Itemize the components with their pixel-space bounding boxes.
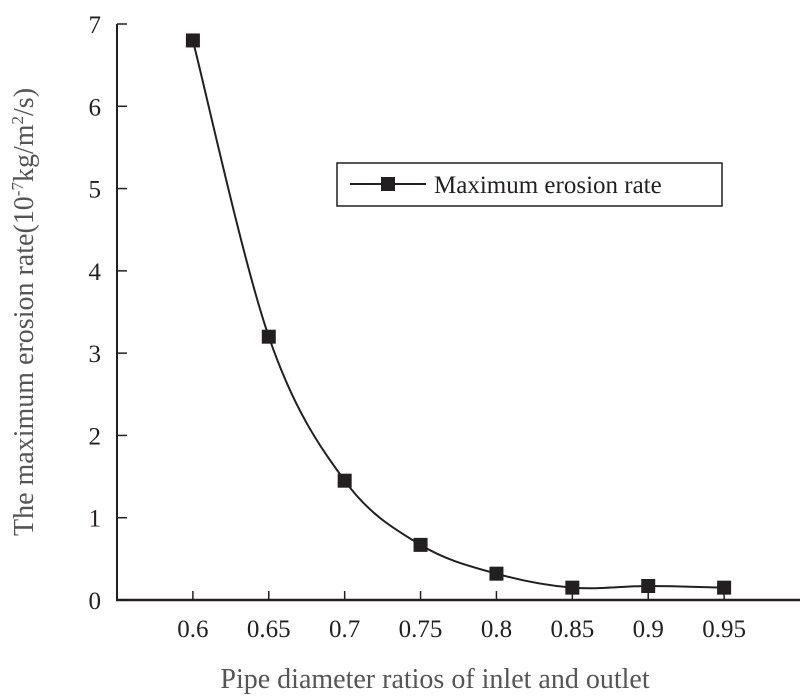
x-tick-label: 0.6 xyxy=(177,616,208,643)
data-point xyxy=(489,566,504,581)
series-line xyxy=(191,40,725,590)
legend: Maximum erosion rate xyxy=(336,162,723,207)
y-tick-label: 4 xyxy=(89,259,102,286)
x-tick-label: 0.85 xyxy=(550,616,594,643)
y-tick-label: 6 xyxy=(89,94,102,121)
plot-area xyxy=(185,33,732,595)
y-tick-label: 1 xyxy=(89,506,102,533)
data-point xyxy=(337,473,352,488)
data-point xyxy=(413,537,428,552)
y-tick-label: 2 xyxy=(89,423,102,450)
y-tick-label: 0 xyxy=(89,588,102,615)
x-tick-label: 0.9 xyxy=(633,616,664,643)
data-point xyxy=(641,579,656,594)
x-tick-label: 0.8 xyxy=(481,616,512,643)
y-tick-label: 3 xyxy=(89,341,102,368)
legend-marker xyxy=(381,177,395,191)
axes: 0.6 0.65 0.7 0.75 0.8 0.85 0.9 0.95 0 1 2 3 4 5 6 7 xyxy=(89,12,800,643)
y-axis-label: The maximum erosion rate(10-7kg/m2/s) xyxy=(8,88,40,536)
data-point xyxy=(185,33,200,48)
data-point xyxy=(261,329,276,344)
data-point xyxy=(565,580,580,595)
y-tick-label: 5 xyxy=(89,177,102,204)
x-tick-label: 0.7 xyxy=(329,616,360,643)
legend-label: Maximum erosion rate xyxy=(434,172,662,199)
legend-box xyxy=(336,162,723,207)
x-tick-label: 0.95 xyxy=(702,616,746,643)
x-tick-label: 0.75 xyxy=(399,616,443,643)
x-tick-label: 0.65 xyxy=(247,616,291,643)
data-point xyxy=(717,580,732,595)
y-tick-label: 7 xyxy=(89,12,102,39)
x-axis-label: Pipe diameter ratios of inlet and outlet xyxy=(220,664,649,695)
